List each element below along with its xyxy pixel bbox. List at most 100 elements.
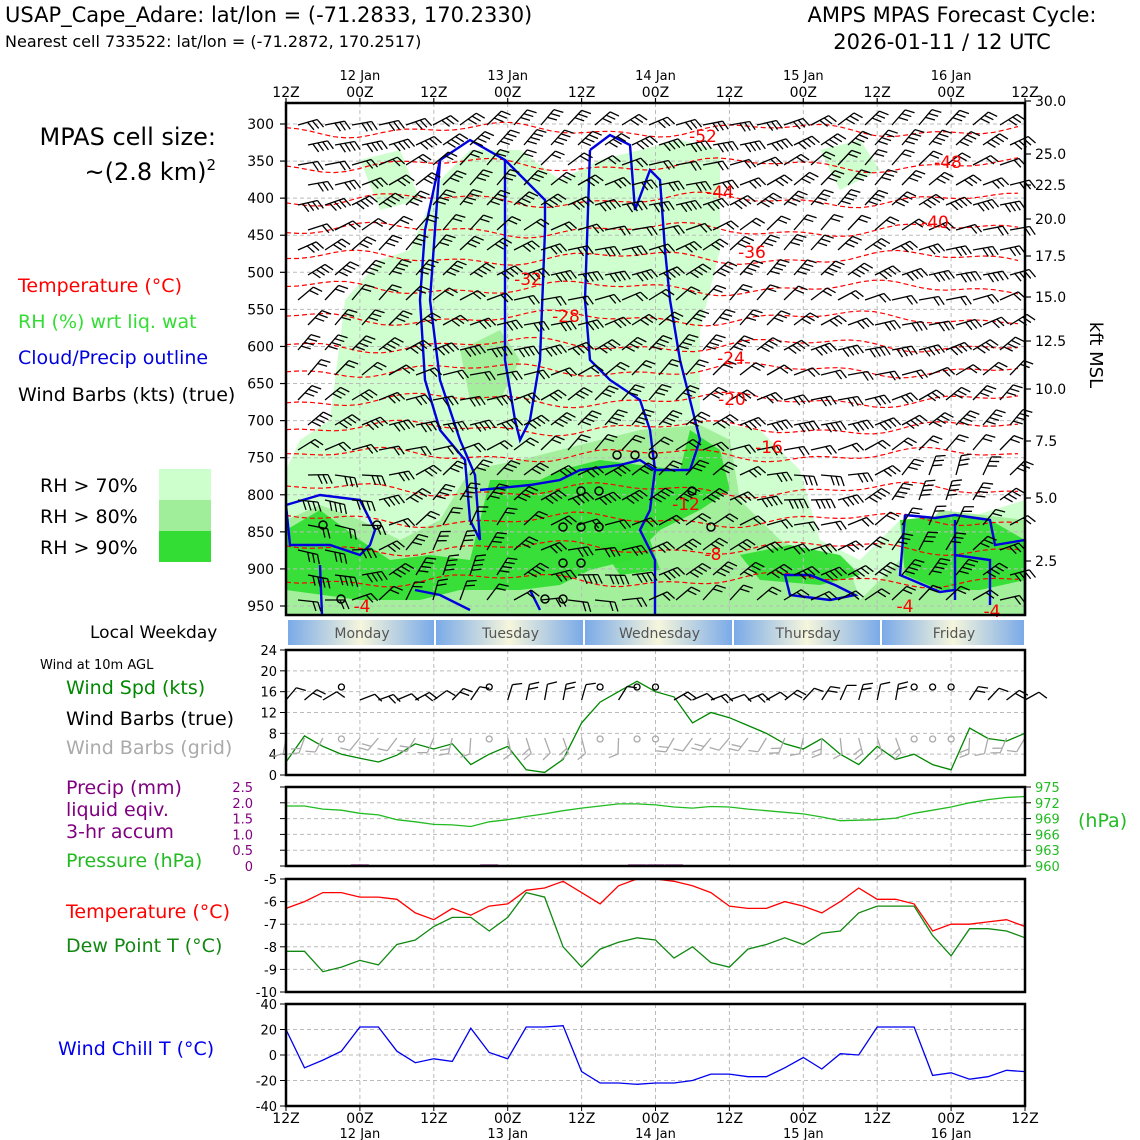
barb-feather (976, 346, 986, 354)
calm-circle-11 (612, 450, 622, 460)
barb-feather (446, 270, 456, 276)
wind-barb-307 (577, 364, 604, 376)
barb-feather (310, 441, 320, 449)
barb-feather (343, 419, 353, 427)
barb-feather (882, 439, 891, 447)
barb-feather (876, 490, 887, 498)
barb-feather (527, 394, 536, 403)
barb-feather (814, 200, 824, 205)
barb-staff (718, 737, 730, 751)
wind-barb-317 (847, 370, 874, 381)
barb-feather (1014, 573, 1022, 582)
barb-feather (415, 237, 426, 242)
barb-feather (460, 314, 469, 322)
barb-feather (956, 532, 967, 535)
barb-feather (991, 294, 1000, 303)
barb-feather (868, 200, 878, 206)
barb-feather (396, 156, 406, 165)
calm-circle-14 (706, 522, 716, 532)
barb-feather (739, 287, 750, 292)
barb-feather (986, 295, 995, 304)
barb-feather (581, 140, 591, 147)
wind-barb-519 (469, 554, 487, 576)
wind-10m-title: Wind at 10m AGL (40, 658, 154, 673)
barb-feather (368, 389, 378, 396)
barb-feather (305, 750, 316, 753)
barb-feather (889, 216, 900, 222)
barb-feather (959, 420, 969, 426)
barb-feather (755, 217, 766, 224)
barb-feather (460, 753, 470, 758)
wind-barb-278 (513, 345, 540, 358)
wind-barb-26 (999, 113, 1026, 126)
barb-feather (397, 392, 406, 400)
barb-feather (884, 346, 891, 356)
barb-staff (837, 189, 852, 206)
wind-barb-180 (783, 234, 807, 251)
barb-feather (965, 295, 972, 305)
barb-feather (382, 201, 392, 208)
barb-feather (370, 420, 379, 429)
barb-feather (685, 202, 693, 212)
barb-feather (528, 686, 539, 690)
barb-feather (742, 541, 752, 549)
barb-feather (599, 497, 608, 506)
calm-circle-4 (594, 522, 604, 532)
barb-feather (819, 119, 828, 127)
barb-staff (702, 537, 720, 551)
barb-staff (405, 285, 421, 301)
barb-feather (833, 214, 844, 219)
wind-barb-476 (766, 518, 794, 529)
barb-feather (390, 340, 400, 346)
barb-feather (444, 568, 455, 571)
barb-feather (854, 753, 863, 761)
wind-barb-132 (945, 196, 973, 211)
barb-feather (344, 576, 349, 586)
barb-feather (420, 285, 430, 291)
barb-staff (692, 692, 708, 701)
barb-feather (429, 691, 438, 700)
barb-feather (361, 549, 368, 559)
barb-feather (685, 121, 693, 131)
barb-feather (840, 476, 845, 487)
top-time-label: 12Z (420, 85, 447, 101)
wind-barb-55 (324, 160, 351, 171)
barb-feather (559, 542, 568, 550)
wind-barb-375 (955, 410, 980, 426)
barb-feather (931, 109, 942, 114)
barb-feather (974, 752, 985, 757)
barb-feather (403, 471, 410, 481)
barb-feather (655, 342, 666, 347)
wind-barb-13 (648, 116, 676, 129)
barb-staff (604, 361, 621, 376)
barb-feather (640, 157, 649, 166)
wind-barb-333 (540, 389, 567, 402)
barb-feather (1026, 313, 1036, 321)
barb-feather (473, 563, 483, 567)
barb-feather (336, 691, 346, 698)
barb-feather (846, 544, 855, 553)
top-time-label: 00Z (642, 85, 669, 101)
cycle-title: AMPS MPAS Forecast Cycle: (808, 3, 1097, 27)
barb-feather (530, 136, 541, 141)
barb-feather (370, 180, 379, 189)
wind-barb-261 (793, 312, 819, 326)
barb-feather (436, 539, 447, 542)
barb-feather (950, 484, 961, 487)
y-tick-label: -10 (256, 986, 277, 1001)
isotherm-labels: -52-48-44-40-36-32-28-24-20-16-12-8-4 -4-… (354, 127, 1001, 622)
barb-staff (837, 290, 856, 301)
barb-feather (376, 572, 383, 581)
kft-tick-label: 30.0 (1035, 94, 1066, 110)
barb-staff (378, 585, 395, 601)
wind-barb-554 (675, 586, 701, 601)
calm-circle-grid (596, 735, 604, 743)
barb-feather (985, 591, 995, 599)
barb-feather (356, 202, 365, 210)
legend-cloud: Cloud/Precip outline (18, 347, 208, 369)
barb-feather (966, 134, 977, 140)
top-time-label: 00Z (346, 85, 373, 101)
barb-feather (388, 288, 399, 293)
barb-feather (397, 749, 407, 753)
barb-feather (884, 172, 895, 177)
